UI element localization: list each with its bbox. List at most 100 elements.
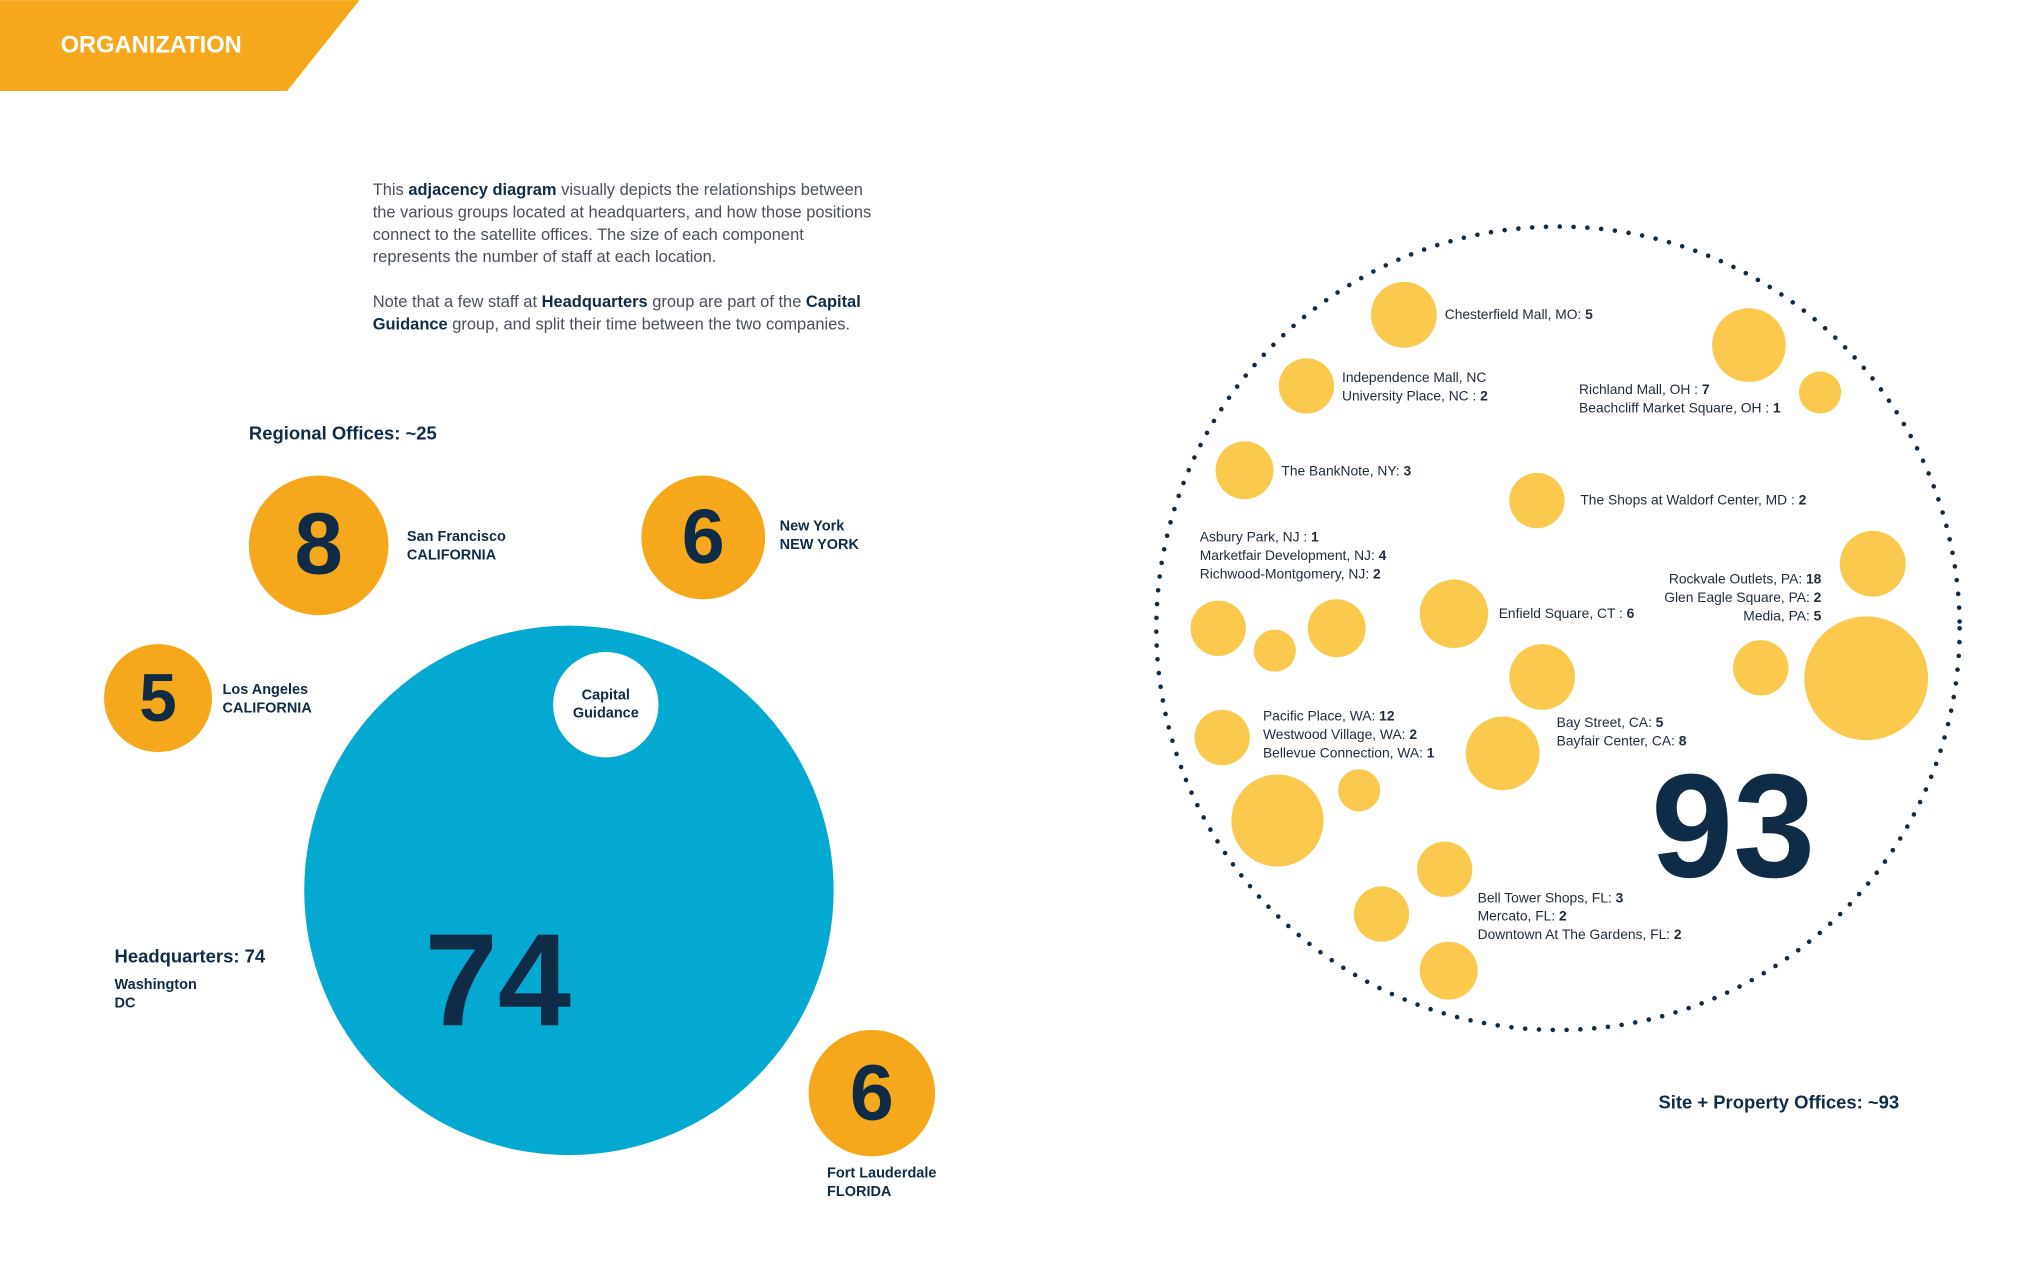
site-name: The BankNote, NY: bbox=[1281, 462, 1403, 478]
site-name: University Place, NC : bbox=[1342, 387, 1480, 403]
office-circle bbox=[248, 475, 389, 616]
site-name: Richland Mall, OH : bbox=[1579, 381, 1702, 397]
site-count: 2 bbox=[1480, 387, 1488, 403]
intro-bold: adjacency diagram bbox=[408, 181, 556, 199]
office-state: CALIFORNIA bbox=[407, 548, 497, 564]
site-count: 2 bbox=[1799, 491, 1807, 507]
office-count: 6 bbox=[850, 1047, 894, 1136]
header-title: ORGANIZATION bbox=[61, 32, 242, 58]
site-name: Asbury Park, NJ : bbox=[1200, 528, 1311, 544]
office-circle bbox=[641, 475, 766, 600]
site-circle bbox=[1804, 616, 1929, 741]
site-name: Enfield Square, CT : bbox=[1499, 604, 1627, 620]
site-label: Downtown At The Gardens, FL: 2 bbox=[1478, 926, 1682, 942]
intro-run: group are part of the bbox=[648, 293, 806, 311]
site-name: The Shops at Waldorf Center, MD : bbox=[1580, 491, 1798, 507]
site-name: Beachcliff Market Square, OH : bbox=[1579, 399, 1773, 415]
site-circle bbox=[1307, 599, 1366, 658]
site-circle bbox=[1465, 716, 1540, 791]
office-count: 8 bbox=[294, 496, 343, 593]
site-title: Site + Property Offices: ~93 bbox=[1658, 1092, 1899, 1113]
site-label: Enfield Square, CT : 6 bbox=[1499, 604, 1635, 620]
site-name: Bell Tower Shops, FL: bbox=[1478, 889, 1616, 905]
office-count: 5 bbox=[139, 661, 177, 736]
intro-line: the various groups located at headquarte… bbox=[373, 204, 871, 222]
hq-state: DC bbox=[115, 995, 136, 1011]
site-label: Richwood-Montgomery, NJ: 2 bbox=[1200, 565, 1381, 581]
site-label: Westwood Village, WA: 2 bbox=[1263, 726, 1417, 742]
site-circle bbox=[1338, 769, 1381, 812]
site-count: 6 bbox=[1627, 604, 1635, 620]
site-count: 2 bbox=[1814, 589, 1822, 605]
site-circle bbox=[1231, 774, 1324, 867]
intro-run: represents the number of staff at each l… bbox=[373, 249, 717, 267]
capital-label: Capital bbox=[582, 687, 630, 703]
site-circle bbox=[1194, 709, 1250, 766]
hq-count: 74 bbox=[425, 906, 571, 1053]
site-name: Media, PA: bbox=[1743, 607, 1813, 623]
capital-circle bbox=[553, 651, 659, 758]
site-name: Chesterfield Mall, MO: bbox=[1445, 305, 1585, 321]
header-banner bbox=[0, 0, 360, 91]
site-boundary bbox=[1154, 224, 1962, 1033]
site-label: Richland Mall, OH : 7 bbox=[1579, 381, 1710, 397]
site-circle bbox=[1370, 281, 1437, 348]
site-name: Rockvale Outlets, PA: bbox=[1669, 570, 1806, 586]
site-name: Mercato, FL: bbox=[1478, 907, 1559, 923]
hq-city: Washington bbox=[115, 977, 197, 993]
site-label: Chesterfield Mall, MO: 5 bbox=[1445, 305, 1593, 321]
capital-label: Guidance bbox=[573, 706, 639, 722]
site-circle bbox=[1253, 629, 1296, 672]
site-circle bbox=[1798, 371, 1842, 414]
office-city: San Francisco bbox=[407, 529, 506, 545]
intro-run: This bbox=[373, 181, 409, 199]
office-state: FLORIDA bbox=[827, 1184, 892, 1200]
office-city: Fort Lauderdale bbox=[827, 1165, 936, 1181]
site-label: Independence Mall, NC bbox=[1342, 369, 1486, 385]
site-count: 2 bbox=[1409, 726, 1417, 742]
site-name: Marketfair Development, NJ: bbox=[1200, 547, 1379, 563]
site-label: Bell Tower Shops, FL: 3 bbox=[1478, 889, 1624, 905]
site-count: 7 bbox=[1702, 381, 1710, 397]
office-city: New York bbox=[780, 519, 846, 535]
office-city: Los Angeles bbox=[223, 682, 309, 698]
site-name: Bayfair Center, CA: bbox=[1557, 732, 1679, 748]
site-circle bbox=[1839, 530, 1906, 597]
intro-line: represents the number of staff at each l… bbox=[373, 249, 717, 267]
office-circle bbox=[808, 1029, 936, 1157]
site-name: Independence Mall, NC bbox=[1342, 369, 1486, 385]
intro-line: Guidance group, and split their time bet… bbox=[373, 316, 850, 334]
intro-line: Note that a few staff at Headquarters gr… bbox=[373, 293, 861, 311]
site-label: Rockvale Outlets, PA: 18 bbox=[1669, 570, 1822, 586]
site-count: 1 bbox=[1773, 399, 1781, 415]
intro-run: Note that a few staff at bbox=[373, 293, 542, 311]
intro-run: group, and split their time between the … bbox=[448, 316, 850, 334]
site-label: The BankNote, NY: 3 bbox=[1281, 462, 1411, 478]
site-label: Media, PA: 5 bbox=[1743, 607, 1821, 623]
site-circle bbox=[1278, 358, 1335, 414]
intro-bold: Guidance bbox=[373, 316, 448, 334]
site-count: 3 bbox=[1403, 462, 1411, 478]
hq-title: Headquarters: 74 bbox=[115, 945, 266, 966]
site-label: Asbury Park, NJ : 1 bbox=[1200, 528, 1319, 544]
site-label: Marketfair Development, NJ: 4 bbox=[1200, 547, 1387, 563]
site-count: 2 bbox=[1373, 565, 1381, 581]
site-count: 1 bbox=[1427, 744, 1435, 760]
intro-run: connect to the satellite offices. The si… bbox=[373, 226, 805, 244]
site-label: Bellevue Connection, WA: 1 bbox=[1263, 744, 1435, 760]
site-circle bbox=[1417, 841, 1473, 897]
site-circle bbox=[1215, 441, 1274, 500]
intro-bold: Headquarters bbox=[542, 293, 648, 311]
site-count: 4 bbox=[1379, 547, 1387, 563]
site-name: Westwood Village, WA: bbox=[1263, 726, 1409, 742]
hq-circle bbox=[304, 625, 834, 1156]
site-label: Glen Eagle Square, PA: 2 bbox=[1664, 589, 1821, 605]
site-name: Glen Eagle Square, PA: bbox=[1664, 589, 1813, 605]
site-name: Downtown At The Gardens, FL: bbox=[1478, 926, 1674, 942]
site-total: 93 bbox=[1651, 744, 1815, 909]
site-circle bbox=[1419, 579, 1489, 649]
site-label: Mercato, FL: 2 bbox=[1478, 907, 1567, 923]
site-count: 2 bbox=[1559, 907, 1567, 923]
